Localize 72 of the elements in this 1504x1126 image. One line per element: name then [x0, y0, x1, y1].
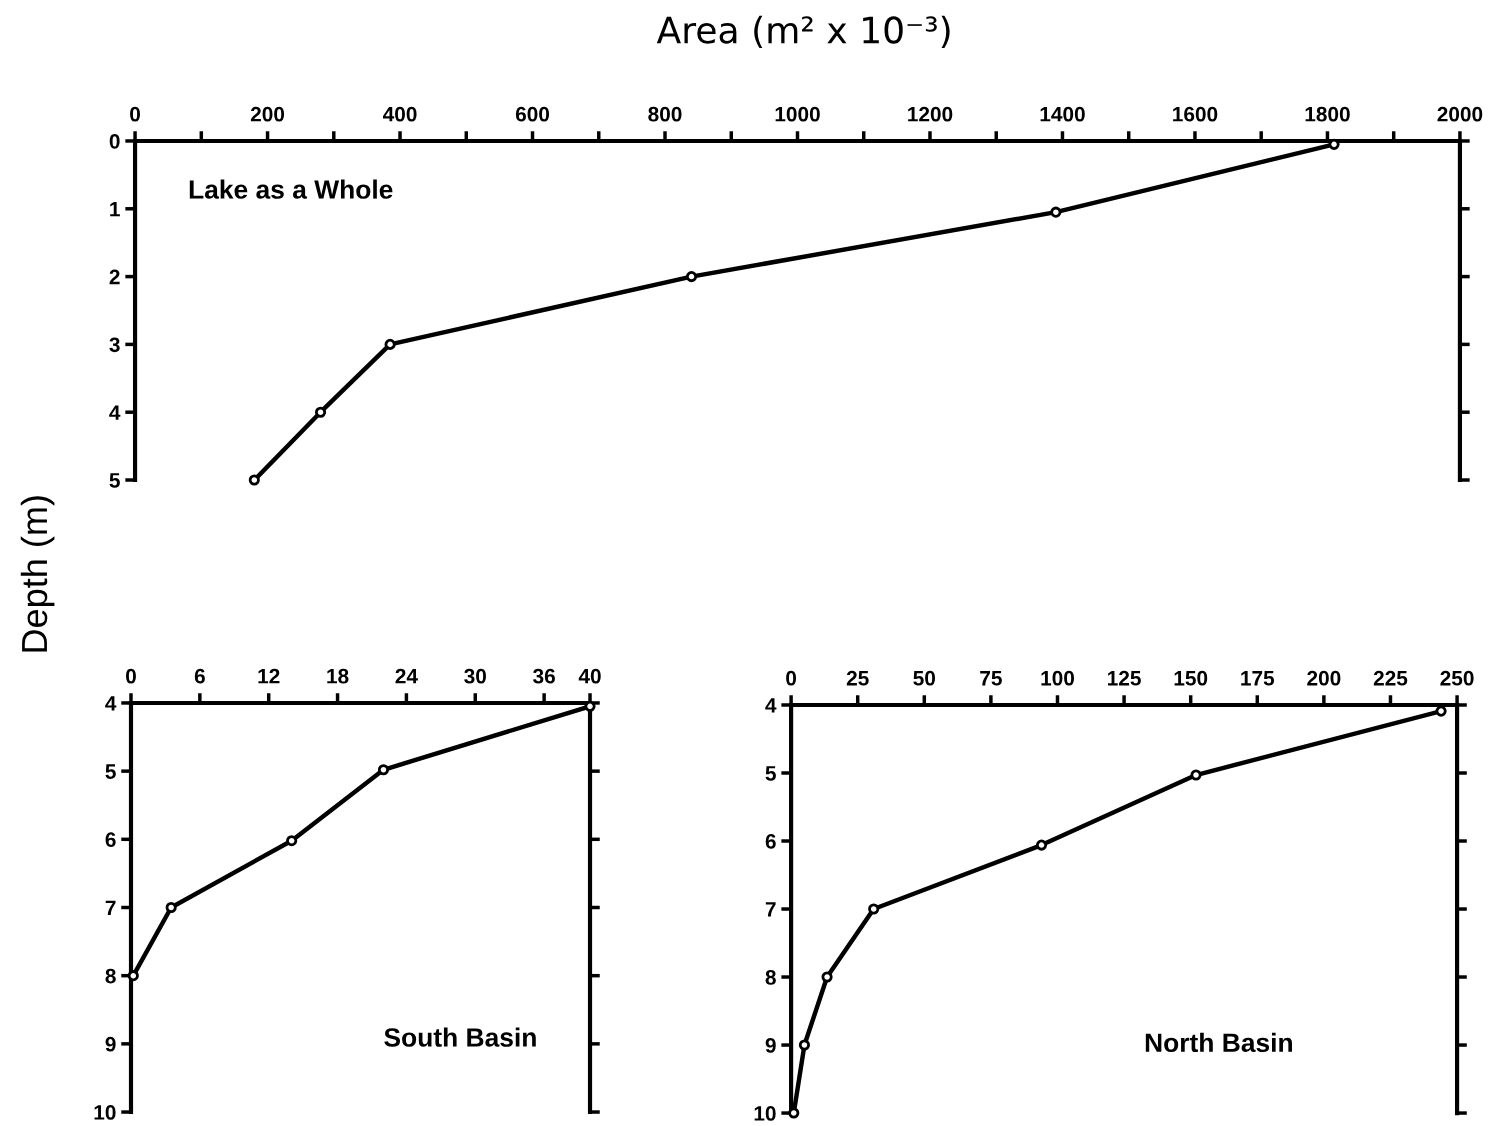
- y-tick-label: 9: [105, 1036, 116, 1052]
- x-tick-label: 1400: [1040, 106, 1085, 122]
- x-tick-label: 1000: [775, 106, 820, 122]
- x-tick-label: 125: [1108, 670, 1141, 686]
- y-tick-label: 8: [105, 968, 116, 984]
- y-tick-label: 6: [765, 834, 776, 849]
- y-tick-label: 5: [765, 766, 776, 781]
- chart-title: Area (m² x 10⁻³): [656, 15, 950, 48]
- x-tick-label: 2000: [1437, 106, 1483, 122]
- x-tick-label: 200: [250, 106, 285, 122]
- x-tick-label: 1600: [1173, 106, 1218, 122]
- point: [248, 474, 260, 486]
- y-axis-title: Depth (m): [20, 496, 55, 652]
- point: [1050, 206, 1062, 218]
- annotation: North Basin: [1145, 1032, 1292, 1053]
- x-tick-label: 40: [578, 668, 601, 684]
- y-tick-label: 0: [109, 133, 120, 149]
- point: [384, 338, 396, 350]
- y-tick-label: 1: [110, 202, 120, 217]
- x-tick-label: 0: [786, 670, 797, 686]
- x-tick-label: 12: [258, 668, 280, 684]
- y-tick-label: 8: [765, 970, 776, 985]
- x-tick-label: 200: [1307, 670, 1341, 686]
- y-tick-label: 6: [105, 832, 116, 848]
- point: [788, 1107, 800, 1119]
- annotation: South Basin: [384, 1027, 536, 1047]
- x-tick-label: 175: [1241, 671, 1275, 686]
- point: [165, 901, 177, 914]
- y-tick-label: 10: [94, 1105, 116, 1120]
- x-tick-label: 800: [648, 106, 682, 122]
- x-tick-label: 150: [1174, 670, 1208, 686]
- x-tick-label: 100: [1041, 670, 1075, 686]
- point: [798, 1039, 810, 1051]
- y-tick-label: 9: [765, 1038, 776, 1053]
- y-tick-label: 5: [105, 764, 116, 779]
- y-tick-label: 10: [754, 1106, 776, 1121]
- point: [127, 970, 139, 982]
- x-tick-label: 6: [194, 668, 205, 684]
- y-tick-label: 3: [109, 337, 120, 353]
- x-tick-label: 1200: [908, 106, 953, 122]
- x-tick-label: 250: [1440, 670, 1474, 686]
- point: [286, 835, 298, 847]
- x-tick-label: 24: [395, 668, 418, 684]
- x-tick-label: 30: [464, 668, 486, 684]
- x-tick-label: 50: [913, 670, 936, 686]
- point: [685, 271, 698, 283]
- y-tick-label: 4: [765, 698, 777, 713]
- x-tick-label: 225: [1373, 670, 1408, 686]
- y-tick-label: 2: [109, 269, 120, 285]
- x-tick-label: 75: [980, 671, 1002, 686]
- point: [1190, 769, 1202, 781]
- point: [1035, 839, 1048, 851]
- y-tick-label: 4: [109, 405, 121, 420]
- point: [1328, 138, 1340, 150]
- x-tick-label: 600: [515, 106, 550, 122]
- x-tick-label: 36: [533, 668, 555, 684]
- point: [868, 903, 880, 915]
- point: [377, 764, 390, 776]
- x-tick-label: 1800: [1305, 106, 1350, 122]
- y-tick-label: 7: [105, 900, 116, 916]
- point: [314, 406, 327, 418]
- x-tick-label: 25: [846, 670, 869, 686]
- y-tick-label: 4: [105, 696, 117, 711]
- annotation: Lake as a Whole: [189, 179, 393, 199]
- x-tick-label: 0: [126, 668, 136, 684]
- y-tick-label: 7: [765, 902, 776, 917]
- x-tick-label: 400: [382, 106, 417, 122]
- y-tick-label: 5: [109, 473, 120, 488]
- x-tick-label: 18: [327, 668, 349, 684]
- x-tick-label: 0: [130, 106, 140, 122]
- point: [584, 700, 596, 712]
- point: [821, 971, 833, 983]
